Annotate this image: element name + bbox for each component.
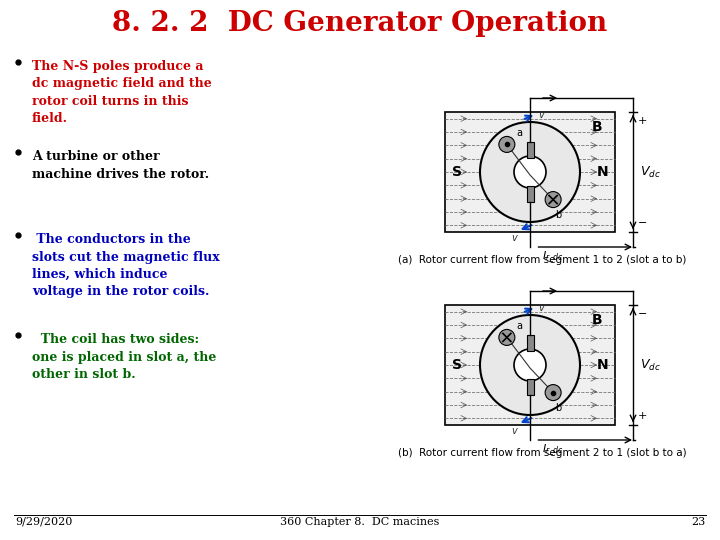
Text: a: a bbox=[517, 129, 523, 138]
Text: $V_{dc}$: $V_{dc}$ bbox=[640, 165, 661, 179]
Text: N: N bbox=[597, 358, 609, 372]
Text: The coil has two sides:
one is placed in slot a, the
other in slot b.: The coil has two sides: one is placed in… bbox=[32, 333, 217, 381]
Bar bbox=[445, 112, 615, 232]
Bar bbox=[526, 142, 534, 158]
Bar bbox=[526, 186, 534, 202]
Text: S: S bbox=[452, 358, 462, 372]
Circle shape bbox=[545, 192, 561, 207]
Text: 23: 23 bbox=[690, 517, 705, 527]
Bar bbox=[526, 335, 534, 351]
Text: 360 Chapter 8.  DC macines: 360 Chapter 8. DC macines bbox=[280, 517, 440, 527]
Circle shape bbox=[514, 349, 546, 381]
Text: (b)  Rotor current flow from segment 2 to 1 (slot b to a): (b) Rotor current flow from segment 2 to… bbox=[398, 448, 687, 458]
Bar bbox=[445, 305, 615, 425]
Text: v: v bbox=[538, 110, 544, 120]
Text: The conductors in the
slots cut the magnetic flux
lines, which induce
voltage in: The conductors in the slots cut the magn… bbox=[32, 233, 220, 299]
Text: B: B bbox=[592, 313, 603, 327]
Circle shape bbox=[514, 156, 546, 188]
Text: b: b bbox=[555, 210, 562, 220]
Text: S: S bbox=[452, 165, 462, 179]
Text: $I_{r\_dc}$: $I_{r\_dc}$ bbox=[542, 250, 564, 266]
Text: v: v bbox=[511, 233, 517, 243]
Text: b: b bbox=[555, 403, 562, 413]
Circle shape bbox=[545, 384, 561, 401]
Bar bbox=[526, 379, 534, 395]
Text: 9/29/2020: 9/29/2020 bbox=[15, 517, 73, 527]
Text: $V_{dc}$: $V_{dc}$ bbox=[640, 357, 661, 373]
Circle shape bbox=[480, 315, 580, 415]
Text: A turbine or other
machine drives the rotor.: A turbine or other machine drives the ro… bbox=[32, 150, 209, 180]
Text: $I_{r\_dc}$: $I_{r\_dc}$ bbox=[542, 443, 564, 458]
Circle shape bbox=[499, 329, 515, 346]
Text: +: + bbox=[638, 116, 647, 126]
Text: The N-S poles produce a
dc magnetic field and the
rotor coil turns in this
field: The N-S poles produce a dc magnetic fiel… bbox=[32, 60, 212, 125]
Text: −: − bbox=[638, 218, 647, 228]
Text: B: B bbox=[592, 120, 603, 134]
Circle shape bbox=[480, 122, 580, 222]
Text: v: v bbox=[538, 303, 544, 313]
Circle shape bbox=[499, 137, 515, 152]
Text: a: a bbox=[517, 321, 523, 332]
Text: +: + bbox=[638, 411, 647, 421]
Text: v: v bbox=[511, 426, 517, 436]
Text: N: N bbox=[597, 165, 609, 179]
Text: 8. 2. 2  DC Generator Operation: 8. 2. 2 DC Generator Operation bbox=[112, 10, 608, 37]
Text: (a)  Rotor current flow from segment 1 to 2 (slot a to b): (a) Rotor current flow from segment 1 to… bbox=[398, 255, 687, 265]
Text: −: − bbox=[638, 309, 647, 319]
